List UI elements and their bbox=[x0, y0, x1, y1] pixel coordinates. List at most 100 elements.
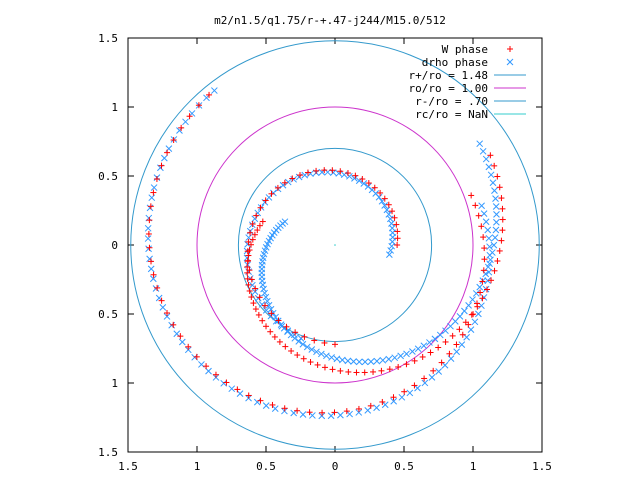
drho-phase-point bbox=[284, 178, 292, 186]
drho-phase-point bbox=[406, 389, 414, 397]
drho-phase-point bbox=[387, 247, 395, 254]
legend-entry-drho-phase: drho phase bbox=[422, 56, 488, 69]
drho-phase-point bbox=[291, 334, 299, 342]
drho-phase-point bbox=[486, 260, 493, 268]
drho-phase-point bbox=[485, 163, 493, 171]
drho-phase-point bbox=[493, 211, 500, 218]
drho-phase-point bbox=[254, 294, 262, 302]
drho-phase-point bbox=[390, 397, 398, 405]
drho-phase-point bbox=[487, 171, 495, 179]
drho-phase-point bbox=[361, 358, 369, 366]
legend-entry-r-plus: r+/ro = 1.48 bbox=[409, 69, 488, 82]
drho-phase-point bbox=[155, 294, 163, 302]
drho-phase-point bbox=[249, 281, 256, 289]
drho-phase-point bbox=[436, 331, 444, 339]
drho-phase-point bbox=[456, 312, 464, 320]
drho-phase-point bbox=[328, 354, 335, 361]
drho-phase-point bbox=[367, 358, 375, 365]
drho-phase-point bbox=[278, 322, 286, 330]
drho-phase-point bbox=[261, 289, 268, 297]
drho-phase-point bbox=[203, 94, 210, 102]
x-tick-label: 0 bbox=[332, 460, 339, 473]
drho-phase-point bbox=[299, 340, 307, 348]
drho-phase-point bbox=[364, 407, 372, 414]
drho-phase-point bbox=[148, 194, 156, 202]
drho-phase-point bbox=[461, 307, 468, 315]
drho-phase-point bbox=[486, 243, 493, 251]
drho-phase-point bbox=[476, 283, 484, 291]
drho-phase-point bbox=[350, 358, 357, 365]
legend-samples bbox=[494, 46, 526, 115]
drho-phase-point bbox=[485, 234, 493, 242]
drho-phase-point bbox=[262, 293, 270, 301]
drho-phase-point bbox=[323, 352, 330, 360]
drho-phase-point bbox=[251, 288, 259, 296]
drho-phase-point bbox=[475, 310, 482, 318]
drho-phase-point bbox=[144, 235, 152, 242]
drho-phase-point bbox=[472, 290, 480, 297]
drho-phase-point bbox=[492, 226, 500, 234]
drho-phase-point bbox=[458, 341, 466, 348]
drho-phase-point bbox=[491, 234, 499, 241]
drho-phase-point bbox=[389, 238, 396, 246]
drho-phase-point bbox=[245, 268, 252, 275]
drho-phase-point bbox=[372, 190, 380, 197]
drho-phase-point bbox=[409, 348, 416, 355]
drho-phase-point bbox=[364, 183, 372, 190]
drho-phase-point bbox=[414, 345, 422, 353]
y-tick-label: 1 bbox=[111, 377, 118, 390]
drho-phase-point bbox=[267, 305, 275, 313]
drho-phase-point bbox=[333, 355, 341, 363]
drho-phase-point bbox=[146, 255, 153, 263]
drho-phase-point bbox=[245, 234, 253, 241]
legend-label: r+/ro = 1.48 bbox=[409, 69, 488, 82]
drho-phase-point bbox=[453, 348, 460, 356]
drho-phase-point bbox=[478, 302, 485, 310]
drho-phase-point bbox=[211, 87, 218, 94]
data-points bbox=[144, 87, 506, 420]
drho-phase-point bbox=[318, 350, 325, 358]
drho-phase-point bbox=[145, 245, 152, 253]
drho-phase-point bbox=[265, 194, 273, 201]
drho-phase-point bbox=[485, 268, 493, 276]
x-tick-label: 0.5 bbox=[256, 460, 276, 473]
drho-phase-point bbox=[182, 118, 189, 126]
drho-phase-point bbox=[259, 281, 267, 289]
drho-phase-point bbox=[147, 265, 155, 273]
drho-phase-point bbox=[420, 342, 428, 350]
y-tick-label: 1.5 bbox=[98, 446, 118, 459]
drho-phase-point bbox=[398, 393, 406, 401]
drho-phase-point bbox=[355, 409, 363, 416]
drho-phase-point bbox=[492, 203, 500, 210]
legend-entry-rc: rc/ro = NaN bbox=[415, 108, 488, 121]
drho-phase-point bbox=[489, 179, 497, 187]
drho-phase-point bbox=[478, 202, 485, 210]
drho-phase-point bbox=[318, 412, 326, 420]
drho-phase-point bbox=[260, 285, 267, 293]
legend: W phase drho phase r+/ro = 1.48 ro/ro = … bbox=[409, 43, 526, 121]
drho-phase-point bbox=[228, 385, 236, 393]
drho-phase-point bbox=[373, 357, 381, 365]
drho-phase-point bbox=[295, 338, 303, 345]
drho-phase-point bbox=[465, 302, 472, 309]
drho-phase-point bbox=[484, 226, 492, 234]
drho-phase-point bbox=[159, 304, 167, 311]
drho-phase-point bbox=[476, 140, 484, 148]
drho-phase-point bbox=[220, 379, 228, 387]
x-tick-label: 0.5 bbox=[394, 460, 414, 473]
drho-phase-point bbox=[490, 241, 498, 249]
drho-phase-point bbox=[435, 368, 443, 375]
drho-phase-point bbox=[265, 301, 273, 309]
legend-label: ro/ro = 1.00 bbox=[409, 82, 488, 95]
drho-phase-point bbox=[290, 175, 297, 183]
drho-phase-point bbox=[346, 172, 353, 180]
drho-phase-point bbox=[388, 242, 396, 250]
drho-phase-point bbox=[484, 277, 492, 285]
drho-phase-point bbox=[403, 350, 410, 358]
y-tick-label: 1 bbox=[111, 101, 118, 114]
drho-phase-point bbox=[386, 251, 393, 258]
drho-phase-point bbox=[161, 154, 168, 162]
drho-phase-point bbox=[309, 412, 316, 419]
drho-phase-point bbox=[391, 354, 399, 362]
